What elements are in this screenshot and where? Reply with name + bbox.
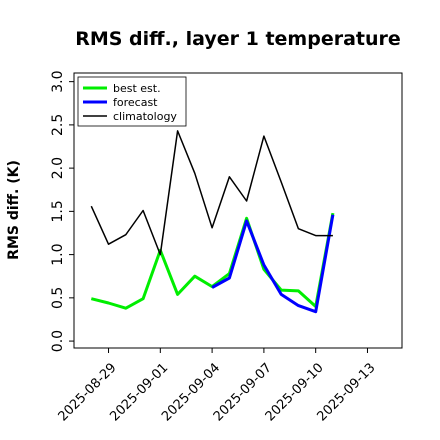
series-line-forecast bbox=[211, 214, 335, 314]
y-tick-label: 2.5 bbox=[50, 114, 66, 136]
y-tick-label: 2.0 bbox=[50, 157, 66, 179]
y-tick-label: 1.0 bbox=[50, 243, 66, 265]
legend-label-forecast: forecast bbox=[113, 96, 158, 109]
y-tick-label: 0.5 bbox=[50, 287, 66, 309]
series-line-climatology bbox=[90, 130, 333, 256]
legend-label-best-est: best est. bbox=[113, 82, 161, 95]
y-axis-ticks: 0.0 0.5 1.0 1.5 2.0 2.5 3.0 bbox=[50, 71, 74, 352]
series-layer bbox=[90, 130, 335, 314]
chart-title: RMS diff., layer 1 temperature bbox=[75, 28, 401, 50]
y-tick-label: 3.0 bbox=[50, 71, 66, 93]
y-tick-label: 1.5 bbox=[50, 200, 66, 222]
y-axis-label: RMS diff. (K) bbox=[6, 160, 22, 260]
legend-label-climatology: climatology bbox=[113, 110, 177, 123]
y-tick-label: 0.0 bbox=[50, 330, 66, 352]
plot-frame bbox=[73, 72, 403, 349]
x-axis-ticks: 2025-08-292025-09-012025-09-042025-09-07… bbox=[56, 348, 379, 424]
